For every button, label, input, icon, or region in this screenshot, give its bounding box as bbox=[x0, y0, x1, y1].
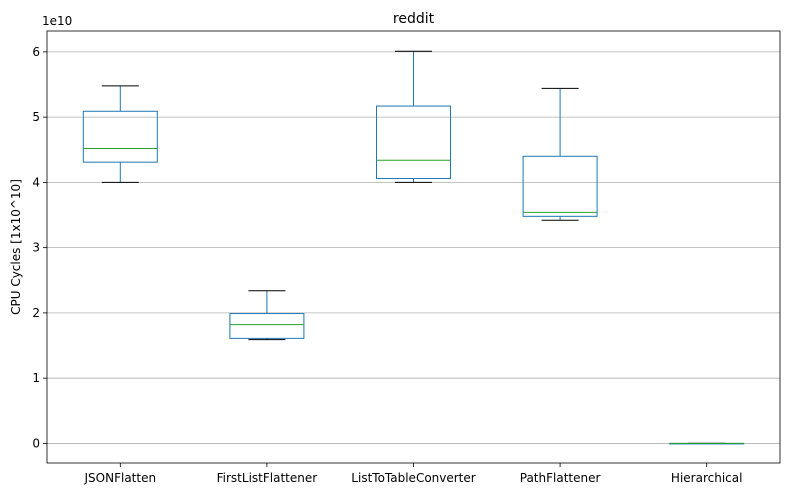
y-tick-label: 5 bbox=[32, 110, 40, 124]
box-PathFlattener bbox=[522, 87, 598, 221]
box-FirstListFlattener bbox=[229, 290, 305, 341]
y-offset-text: 1e10 bbox=[42, 14, 72, 28]
y-tick-label: 3 bbox=[32, 241, 40, 255]
box-iqr bbox=[376, 105, 451, 179]
y-tick-label: 2 bbox=[32, 306, 40, 320]
x-tick-label: Hierarchical bbox=[671, 471, 743, 485]
x-tick-label: ListToTableConverter bbox=[351, 471, 475, 485]
y-tick-label: 6 bbox=[32, 45, 40, 59]
x-tick-label: PathFlattener bbox=[520, 471, 601, 485]
tick-layer: 0 1 2 3 4 5 6 JSONFlatten FirstListFlattener List… bbox=[32, 45, 742, 485]
y-tick-label: 0 bbox=[32, 436, 40, 450]
y-axis-label: CPU Cycles [1x10^10] bbox=[9, 179, 23, 315]
box-iqr bbox=[82, 110, 158, 163]
box-iqr bbox=[522, 155, 598, 217]
box-JSONFlatten bbox=[82, 85, 158, 183]
box-Hierarchical bbox=[669, 442, 745, 445]
x-tick-label: FirstListFlattener bbox=[217, 471, 318, 485]
box-ListToTableConverter bbox=[376, 50, 451, 183]
chart-title: reddit bbox=[393, 11, 435, 27]
x-tick-label: JSONFlatten bbox=[84, 471, 157, 485]
y-tick-label: 1 bbox=[32, 371, 40, 385]
box-layer bbox=[82, 50, 745, 445]
box-iqr bbox=[229, 313, 305, 339]
y-tick-label: 4 bbox=[32, 175, 40, 189]
